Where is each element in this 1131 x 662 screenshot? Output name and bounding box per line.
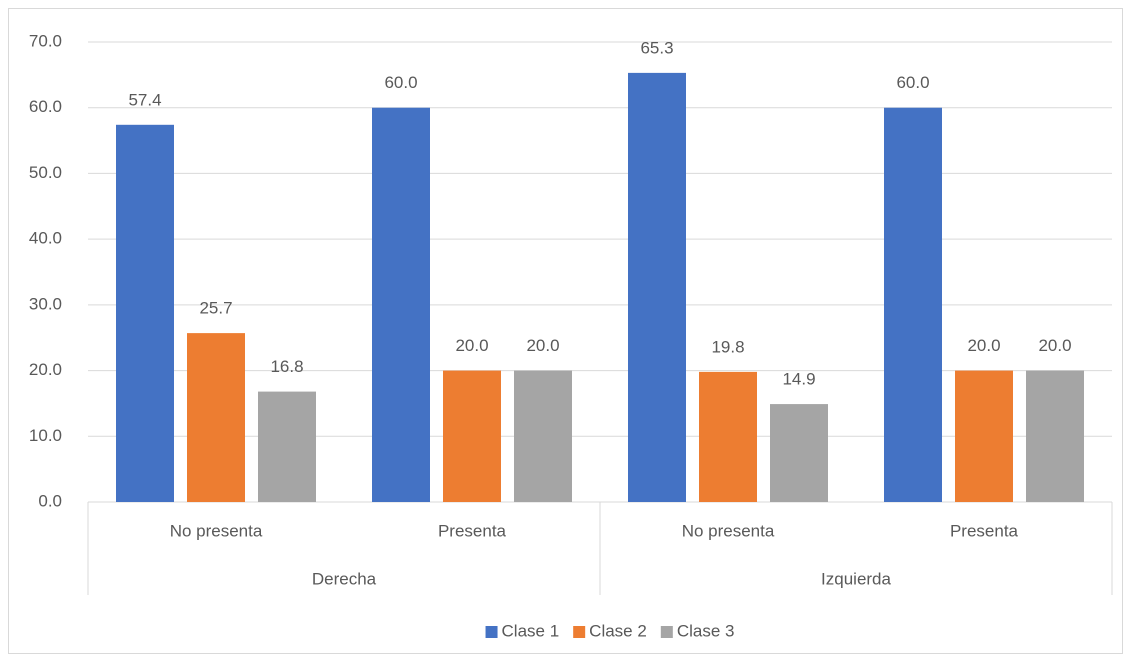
data-label: 14.9: [782, 370, 815, 389]
data-label: 57.4: [128, 90, 161, 109]
bar: [628, 72, 686, 502]
legend-swatch: [573, 626, 586, 638]
bar: [372, 107, 430, 502]
y-tick-label: 40.0: [29, 229, 62, 248]
y-tick-label: 20.0: [29, 360, 62, 379]
y-tick-label: 10.0: [29, 426, 62, 445]
bar: [187, 333, 245, 502]
y-tick-label: 30.0: [29, 294, 62, 313]
bar: [699, 371, 757, 502]
bar: [443, 370, 501, 502]
x-tick-label: Presenta: [950, 521, 1019, 540]
y-tick-label: 0.0: [38, 491, 62, 510]
bar: [884, 107, 942, 502]
y-tick-label: 70.0: [29, 31, 62, 50]
legend-label: Clase 2: [589, 621, 647, 640]
group-label: Izquierda: [821, 569, 891, 588]
legend-label: Clase 1: [502, 621, 560, 640]
bar: [258, 391, 316, 502]
data-label: 20.0: [1038, 336, 1071, 355]
data-label: 19.8: [711, 337, 744, 356]
legend-swatch: [660, 626, 673, 638]
bar: [770, 404, 828, 502]
group-label: Derecha: [312, 569, 377, 588]
data-label: 20.0: [967, 336, 1000, 355]
y-tick-label: 60.0: [29, 97, 62, 116]
x-tick-label: No presenta: [682, 521, 775, 540]
y-tick-label: 50.0: [29, 163, 62, 182]
data-label: 16.8: [270, 357, 303, 376]
legend-swatch: [485, 626, 498, 638]
data-label: 65.3: [640, 38, 673, 57]
bar: [955, 370, 1013, 502]
data-label: 20.0: [526, 336, 559, 355]
data-label: 25.7: [199, 299, 232, 318]
bar: [514, 370, 572, 502]
legend-label: Clase 3: [677, 621, 735, 640]
data-label: 60.0: [384, 73, 417, 92]
chart-border: [8, 8, 1123, 654]
bar: [116, 124, 174, 503]
bar: [1026, 370, 1084, 502]
data-label: 20.0: [455, 336, 488, 355]
data-label: 60.0: [896, 73, 929, 92]
x-tick-label: No presenta: [170, 521, 263, 540]
x-tick-label: Presenta: [438, 521, 507, 540]
